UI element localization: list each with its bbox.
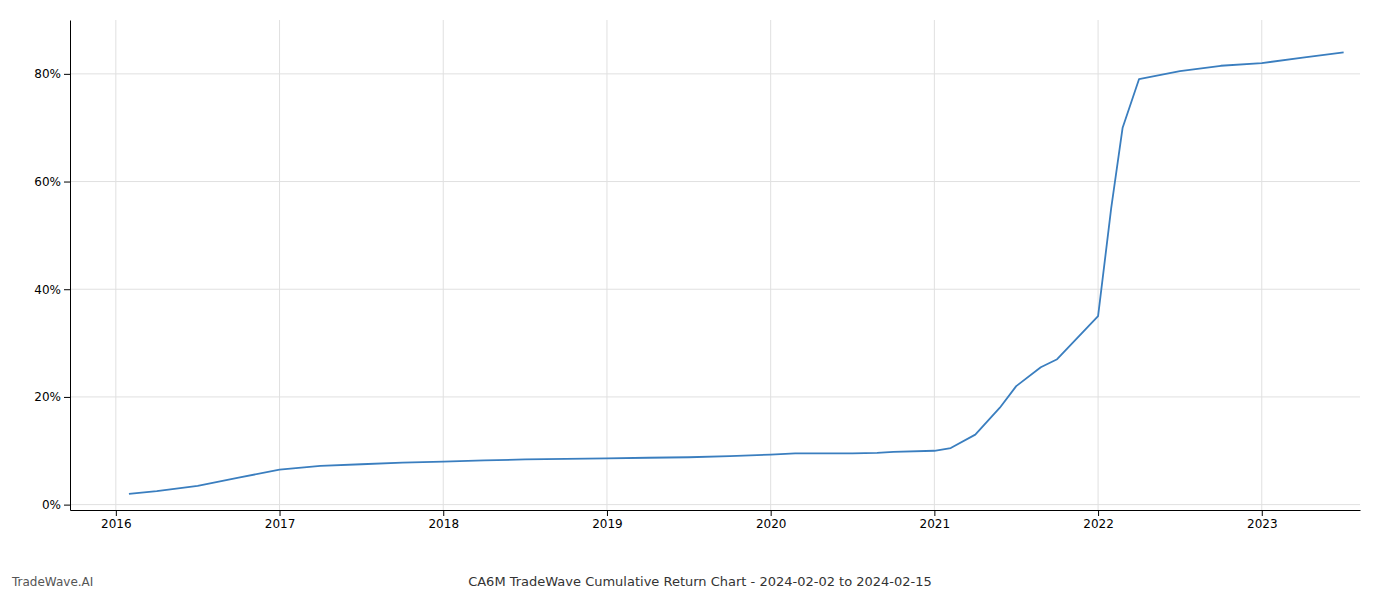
y-axis-tick-label: 0%: [42, 498, 61, 512]
y-axis-tick-mark: [64, 74, 70, 75]
x-axis-tick-mark: [934, 510, 935, 516]
grid-line-x: [115, 20, 116, 510]
y-axis-tick: 0%: [42, 498, 70, 512]
grid-line-x: [279, 20, 280, 510]
y-axis-tick-mark: [64, 182, 70, 183]
grid-line-x: [770, 20, 771, 510]
marks: [129, 52, 1344, 494]
chart: 2016 2017 2018 2019 2020 2021 2022 2023 0% 20% 40%…: [0, 0, 1400, 600]
y-axis-tick: 60%: [34, 175, 70, 189]
y-axis-tick-label: 20%: [34, 390, 61, 404]
x-axis-tick-mark: [1262, 510, 1263, 516]
x-axis-tick-mark: [771, 510, 772, 516]
x-axis-tick: 2022: [1083, 510, 1114, 531]
x-axis-tick: 2017: [265, 510, 296, 531]
x-axis-tick-mark: [1098, 510, 1099, 516]
x-axis-tick: 2021: [920, 510, 951, 531]
x-axis-tick-label: 2019: [592, 517, 623, 531]
x-axis-tick-label: 2018: [428, 517, 459, 531]
x-axis-tick-mark: [443, 510, 444, 516]
x-axis: 2016 2017 2018 2019 2020 2021 2022 2023: [71, 510, 1361, 531]
x-axis-tick: 2023: [1247, 510, 1278, 531]
y-axis-tick-mark: [64, 397, 70, 398]
annotation: TradeWave.AI: [11, 575, 93, 589]
y-axis-tick-mark: [64, 505, 70, 506]
y-axis-tick: 40%: [34, 283, 70, 297]
x-axis-tick: 2020: [756, 510, 787, 531]
grid-line-y: [70, 504, 1360, 505]
x-axis-tick-label: 2021: [920, 517, 951, 531]
y-axis-tick-mark: [64, 289, 70, 290]
grid-line-x: [606, 20, 607, 510]
grid-line-x: [1098, 20, 1099, 510]
x-axis-tick: 2019: [592, 510, 623, 531]
x-axis-tick-label: 2016: [101, 517, 132, 531]
grid-line-x: [443, 20, 444, 510]
x-axis-tick-label: 2022: [1083, 517, 1114, 531]
y-axis-tick-label: 40%: [34, 283, 61, 297]
grid-line-y: [70, 396, 1360, 397]
title: CA6M TradeWave Cumulative Return Chart -…: [468, 574, 932, 589]
x-axis-tick-mark: [280, 510, 281, 516]
y-axis-tick-label: 80%: [34, 67, 61, 81]
x-axis-tick-label: 2017: [265, 517, 296, 531]
y-axis-tick: 20%: [34, 390, 70, 404]
x-axis-tick-mark: [607, 510, 608, 516]
x-axis-tick-mark: [116, 510, 117, 516]
plot: 2016 2017 2018 2019 2020 2021 2022 2023 0% 20% 40%…: [34, 20, 1360, 531]
line: [129, 52, 1344, 494]
x-axis-tick-label: 2020: [756, 517, 787, 531]
grid-line-y: [70, 289, 1360, 290]
x-axis-tick: 2016: [101, 510, 132, 531]
x-axis-line: [71, 510, 1361, 511]
y-axis-line: [70, 21, 71, 511]
y-axis-tick: 80%: [34, 67, 70, 81]
y-axis: 0% 20% 40% 60% 80%: [34, 21, 70, 512]
x-axis-tick-label: 2023: [1247, 517, 1278, 531]
y-axis-tick-label: 60%: [34, 175, 61, 189]
grid: [70, 20, 1360, 510]
grid-line-y: [70, 181, 1360, 182]
x-axis-tick: 2018: [428, 510, 459, 531]
grid-line-x: [934, 20, 935, 510]
grid-line-x: [1261, 20, 1262, 510]
